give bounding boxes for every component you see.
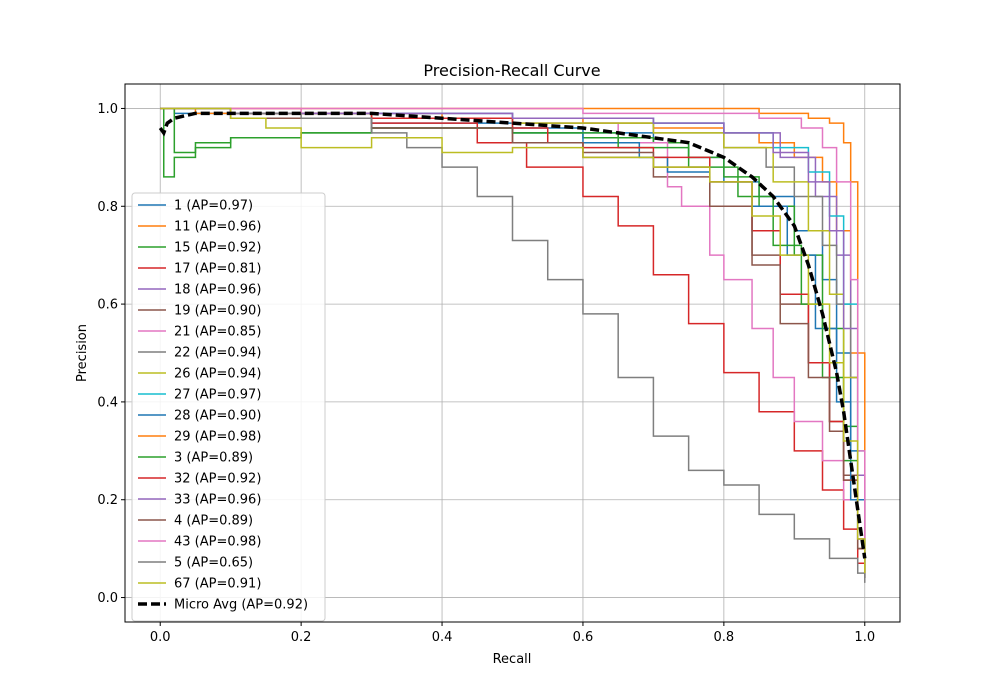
- series-line-16: [160, 107, 866, 574]
- legend-entry: 28 (AP=0.90): [174, 409, 261, 424]
- legend-entry: 11 (AP=0.96): [174, 220, 261, 235]
- y-tick-label: 1.0: [97, 102, 118, 117]
- chart-title: Precision-Recall Curve: [423, 61, 600, 80]
- legend-entry: 67 (AP=0.91): [174, 577, 261, 592]
- series-line-18: [160, 107, 866, 574]
- x-axis-label: Recall: [493, 652, 532, 667]
- series-line-19: [158, 111, 867, 559]
- x-tick-label: 0.4: [432, 630, 453, 645]
- x-tick-label: 0.8: [714, 630, 735, 645]
- legend-entry: 5 (AP=0.65): [174, 556, 253, 571]
- legend-entry: 29 (AP=0.98): [174, 430, 261, 445]
- legend-entry: 26 (AP=0.94): [174, 367, 261, 382]
- legend-entry: 21 (AP=0.85): [174, 325, 261, 340]
- x-tick-label: 0.2: [291, 630, 312, 645]
- series-line-17: [160, 107, 866, 583]
- legend-entry: 33 (AP=0.96): [174, 493, 261, 508]
- y-tick-label: 0.0: [97, 591, 118, 606]
- legend-entry: 18 (AP=0.96): [174, 283, 261, 298]
- y-tick-label: 0.4: [97, 395, 118, 410]
- plot-frame: [124, 83, 901, 623]
- legend-entry: Micro Avg (AP=0.92): [174, 598, 308, 613]
- legend-entry: 1 (AP=0.97): [174, 199, 253, 214]
- legend-entry: 19 (AP=0.90): [174, 304, 261, 319]
- y-tick-label: 0.8: [97, 200, 118, 215]
- legend-entry: 27 (AP=0.97): [174, 388, 261, 403]
- legend-entry: 4 (AP=0.89): [174, 514, 253, 529]
- y-tick-label: 0.2: [97, 493, 118, 508]
- y-axis-label: Precision: [75, 324, 90, 382]
- series-line-14: [160, 107, 866, 574]
- legend-entry: 3 (AP=0.89): [174, 451, 253, 466]
- legend: 1 (AP=0.97) 11 (AP=0.96) 15 (AP=0.92) 17 (A…: [131, 192, 326, 622]
- y-tick-label: 0.6: [97, 298, 118, 313]
- legend-entry: 15 (AP=0.92): [174, 241, 261, 256]
- plot-area: [158, 107, 867, 583]
- legend-entry: 22 (AP=0.94): [174, 346, 261, 361]
- x-tick-label: 0.0: [150, 630, 171, 645]
- axis-ticks: 0.0 0.2 0.4 0.6 0.8 1.0 0.0 0.2 0.4 0.6 0.8 1.0: [97, 102, 875, 645]
- x-tick-label: 0.6: [573, 630, 594, 645]
- legend-entry: 17 (AP=0.81): [174, 262, 261, 277]
- x-tick-label: 1.0: [854, 630, 875, 645]
- legend-entry: 43 (AP=0.98): [174, 535, 261, 550]
- legend-entry: 32 (AP=0.92): [174, 472, 261, 487]
- legend-box: [131, 192, 326, 622]
